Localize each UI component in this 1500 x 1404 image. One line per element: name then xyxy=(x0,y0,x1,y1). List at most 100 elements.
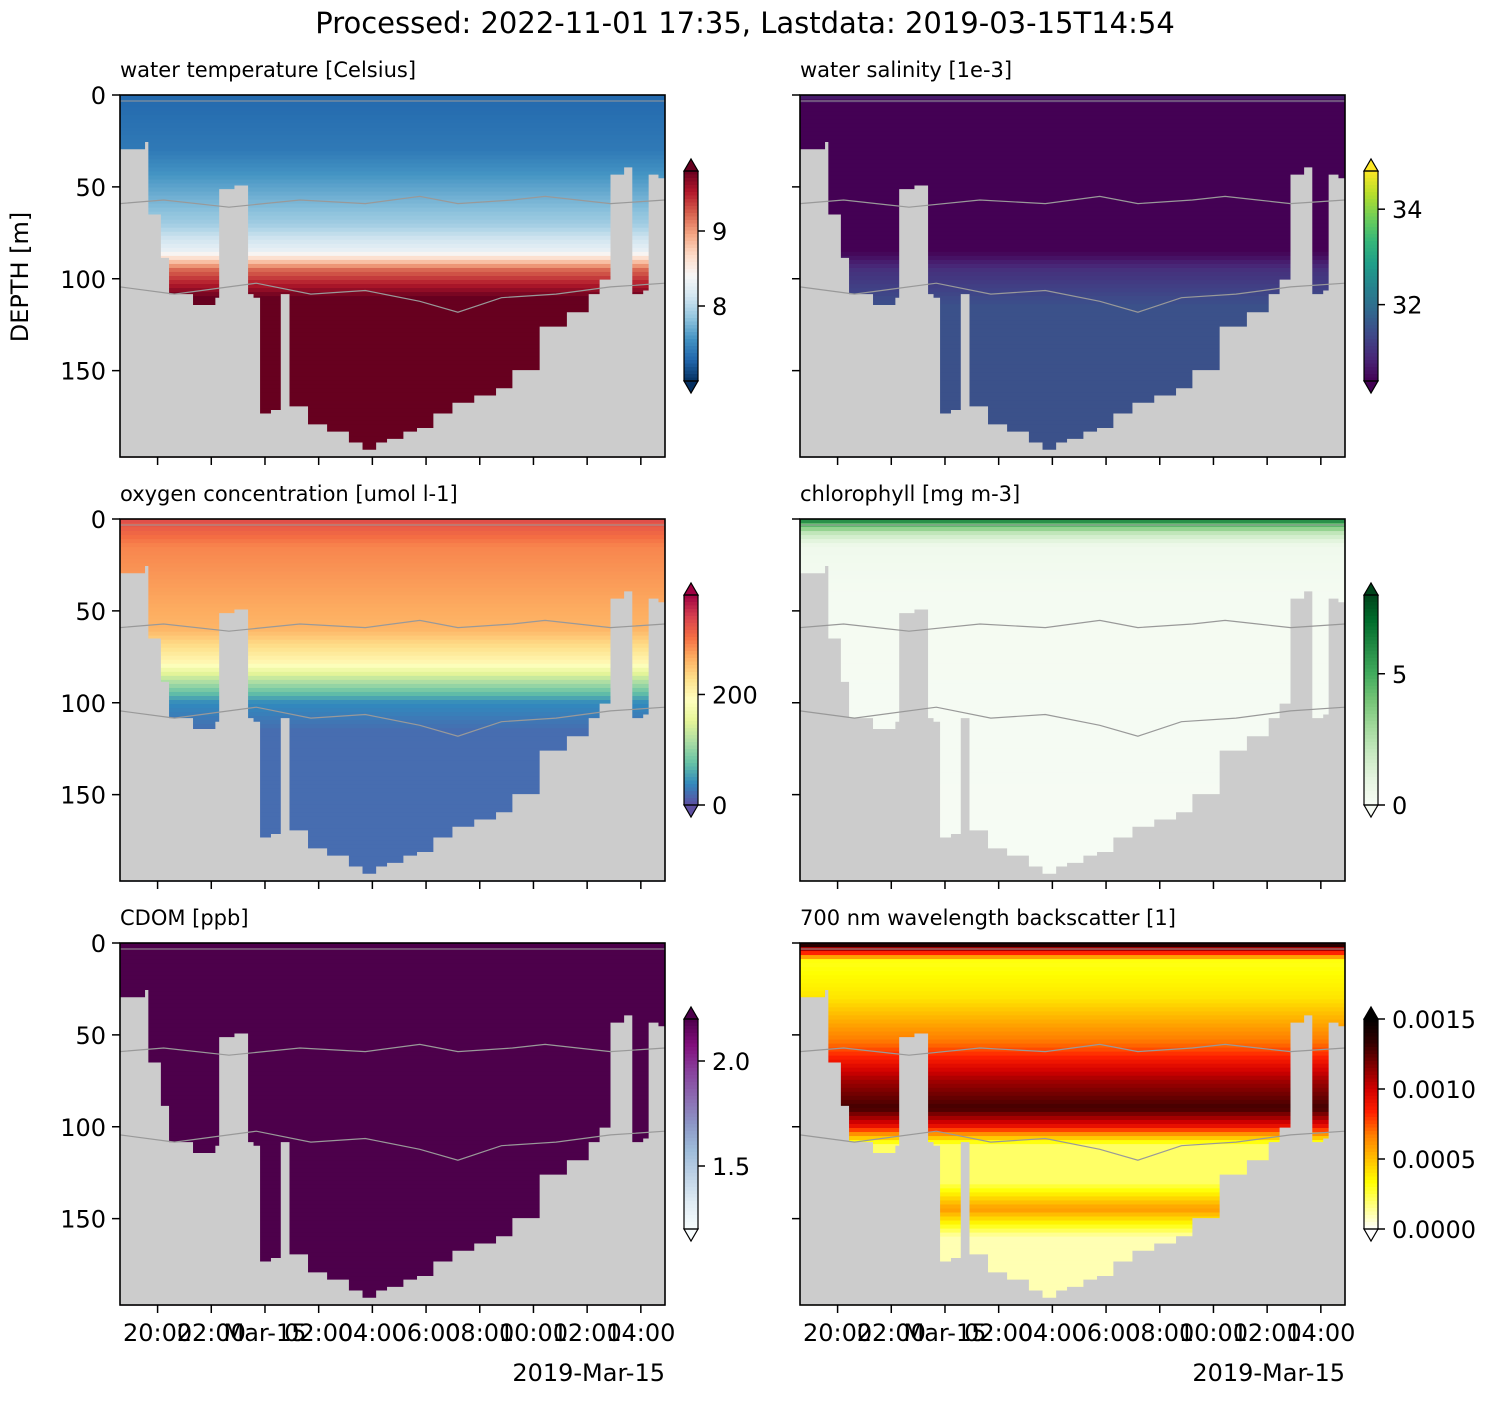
colorbar-segment xyxy=(684,356,698,361)
heatmap-cell xyxy=(800,1192,1345,1197)
colorbar-segment xyxy=(1364,293,1378,298)
heatmap-cell xyxy=(800,1071,1345,1077)
heatmap-cell xyxy=(800,372,1345,378)
colorbar-segment xyxy=(684,290,698,295)
heatmap-cell xyxy=(800,1075,1345,1081)
colorbar-segment xyxy=(1364,738,1378,743)
colorbar-segment xyxy=(684,248,698,253)
colorbar-segment xyxy=(1364,192,1378,197)
heatmap-cell xyxy=(120,111,665,116)
heatmap-cell xyxy=(800,1027,1345,1033)
heatmap-cell xyxy=(120,991,665,996)
heatmap-cell xyxy=(120,191,665,197)
heatmap-cell xyxy=(800,1111,1345,1117)
axes-frame xyxy=(119,518,666,882)
heatmap-cell xyxy=(120,368,665,374)
heatmap-cell xyxy=(800,748,1345,753)
colorbar-segment xyxy=(1364,265,1378,270)
axes-frame xyxy=(119,94,666,458)
heatmap-cell xyxy=(120,175,665,181)
colorbar-segment xyxy=(1364,370,1378,375)
heatmap-cell xyxy=(120,1228,665,1234)
heatmap-cell xyxy=(120,1268,665,1274)
heatmap-cell xyxy=(120,720,665,725)
heatmap-cell xyxy=(120,1059,665,1065)
panel-title: water salinity [1e-3] xyxy=(800,58,1012,82)
colorbar-frame xyxy=(1363,170,1379,382)
colorbar-segment xyxy=(1364,616,1378,621)
colorbar-segment xyxy=(684,644,698,649)
heatmap-cell xyxy=(120,1103,665,1109)
colorbar-segment xyxy=(1364,255,1378,260)
heatmap-cell xyxy=(800,1200,1345,1206)
heatmap-cell xyxy=(120,171,665,177)
heatmap-cell xyxy=(800,1047,1345,1053)
heatmap-cell xyxy=(120,1140,665,1145)
colorbar-segment xyxy=(684,1194,698,1199)
heatmap-cell xyxy=(800,1216,1345,1222)
colorbar-segment xyxy=(684,220,698,225)
heatmap-cell xyxy=(800,340,1345,345)
colorbar-segment xyxy=(684,696,698,701)
colorbar-segment xyxy=(1364,1152,1378,1157)
panel-6: 700 nm wavelength backscatter [1] 20:0022… xyxy=(792,906,1476,1387)
density-contour xyxy=(799,706,1346,737)
colorbar-segment xyxy=(684,773,698,778)
heatmap-cell xyxy=(120,219,665,225)
heatmap-cell xyxy=(800,563,1345,568)
colorbar-segment xyxy=(684,300,698,305)
heatmap-cell xyxy=(120,987,665,992)
colorbar-segment xyxy=(684,682,698,687)
heatmap-cell xyxy=(800,1140,1345,1145)
heatmap-cell xyxy=(120,324,665,329)
heatmap-cell xyxy=(120,796,665,802)
colorbar-segment xyxy=(684,728,698,733)
colorbar-segment xyxy=(1364,1022,1378,1027)
heatmap-cell xyxy=(120,187,665,193)
colorbar-segment xyxy=(684,714,698,719)
colorbar-segment xyxy=(684,654,698,659)
heatmap-cell xyxy=(800,316,1345,321)
heatmap-cell xyxy=(120,856,665,862)
colorbar-segment xyxy=(1364,367,1378,372)
panel-title: chlorophyll [mg m-3] xyxy=(800,482,1020,506)
heatmap-cell xyxy=(120,1039,665,1045)
colorbar-extend-min xyxy=(1362,1228,1380,1243)
heatmap-cell xyxy=(800,744,1345,749)
heatmap-cell xyxy=(800,1272,1345,1278)
heatmap-cell xyxy=(120,356,665,362)
heatmap-cell xyxy=(120,1188,665,1193)
y-tick-label: 100 xyxy=(60,266,106,294)
heatmap-cell xyxy=(800,1059,1345,1065)
heatmap-cell xyxy=(120,1176,665,1181)
colorbar-segment xyxy=(1364,602,1378,607)
colorbar-segment xyxy=(684,658,698,663)
heatmap-cell xyxy=(800,1264,1345,1270)
heatmap-cell xyxy=(120,519,665,524)
colorbar-segment xyxy=(1364,279,1378,284)
colorbar-segment xyxy=(1364,1201,1378,1206)
colorbar-segment xyxy=(1364,248,1378,253)
colorbar-segment xyxy=(1364,311,1378,316)
colorbar-segment xyxy=(1364,619,1378,624)
heatmap-cell xyxy=(800,535,1345,540)
heatmap-cell xyxy=(120,963,665,968)
heatmap-cell xyxy=(120,784,665,790)
colorbar-segment xyxy=(684,377,698,382)
heatmap-cell xyxy=(120,1075,665,1081)
colorbar-extend-max xyxy=(682,581,700,596)
heatmap-cell xyxy=(800,139,1345,144)
colorbar-segment xyxy=(684,1169,698,1174)
colorbar-segment xyxy=(684,1134,698,1139)
panel-title: water temperature [Celsius] xyxy=(120,58,416,82)
x-tick-label: 20:00 xyxy=(123,1319,192,1347)
colorbar-segment xyxy=(684,784,698,789)
heatmap-cell xyxy=(800,567,1345,572)
heatmap-cell xyxy=(120,1232,665,1238)
colorbar-segment xyxy=(1364,724,1378,729)
density-contour xyxy=(119,1130,666,1161)
density-contour xyxy=(119,619,666,632)
heatmap-cell xyxy=(120,1071,665,1077)
colorbar-segment xyxy=(1364,1187,1378,1192)
